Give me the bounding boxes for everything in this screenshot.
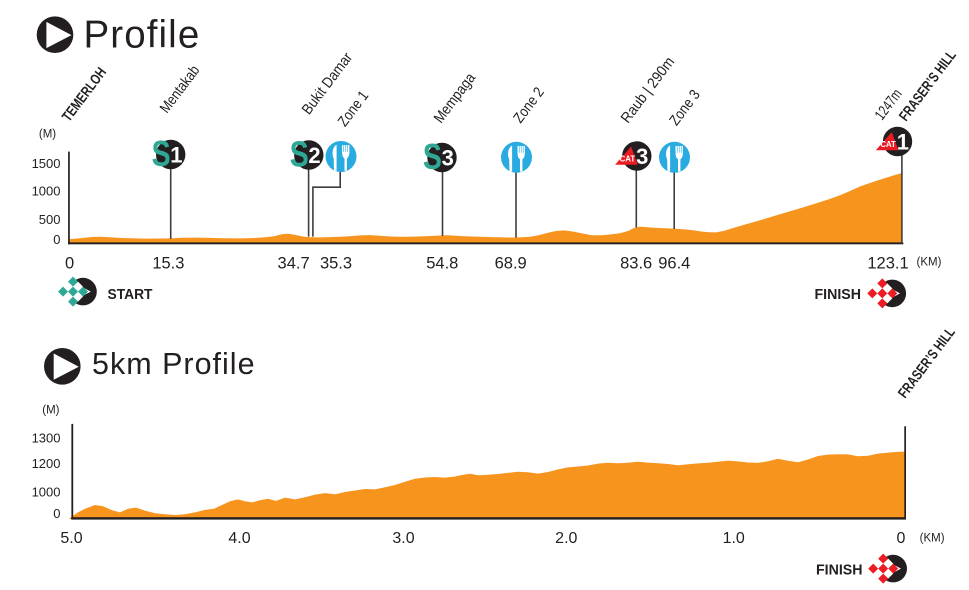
svg-text:1: 1 [897,130,909,155]
svg-text:1200: 1200 [32,456,61,471]
svg-text:0: 0 [53,232,60,247]
svg-text:96.4: 96.4 [658,254,690,272]
svg-text:2: 2 [308,143,320,168]
svg-text:0: 0 [897,530,906,547]
svg-text:S: S [152,133,171,174]
svg-text:CAT: CAT [620,153,636,163]
svg-text:5.0: 5.0 [60,530,82,547]
svg-text:S: S [290,134,309,175]
svg-text:(KM): (KM) [920,533,945,545]
svg-text:1: 1 [170,143,182,168]
svg-text:500: 500 [39,212,61,227]
svg-text:(KM): (KM) [917,257,942,269]
svg-text:1000: 1000 [32,485,61,500]
svg-text:1300: 1300 [32,430,61,445]
svg-text:1500: 1500 [32,156,61,171]
svg-text:83.6: 83.6 [620,254,652,272]
svg-text:(M): (M) [39,129,56,141]
svg-text:CAT: CAT [880,139,896,149]
svg-text:5km Profile: 5km Profile [92,347,256,381]
svg-text:54.8: 54.8 [426,254,458,272]
svg-text:START: START [108,286,153,303]
svg-text:FINISH: FINISH [815,286,862,303]
svg-text:FINISH: FINISH [816,562,863,579]
svg-text:35.3: 35.3 [320,254,352,272]
svg-text:2.0: 2.0 [555,530,577,547]
svg-text:68.9: 68.9 [495,254,527,272]
svg-text:Profile: Profile [84,14,201,57]
svg-text:123.1: 123.1 [867,254,908,272]
svg-text:34.7: 34.7 [278,254,310,272]
svg-text:3: 3 [442,146,454,171]
svg-text:1000: 1000 [32,184,61,199]
svg-text:0: 0 [65,254,74,272]
svg-text:4.0: 4.0 [228,530,250,547]
svg-text:3.0: 3.0 [392,530,414,547]
svg-text:(M): (M) [42,404,59,416]
svg-text:0: 0 [53,506,60,521]
svg-text:3: 3 [636,144,648,169]
svg-text:15.3: 15.3 [152,254,184,272]
svg-text:S: S [423,136,442,177]
svg-text:1.0: 1.0 [723,530,745,547]
